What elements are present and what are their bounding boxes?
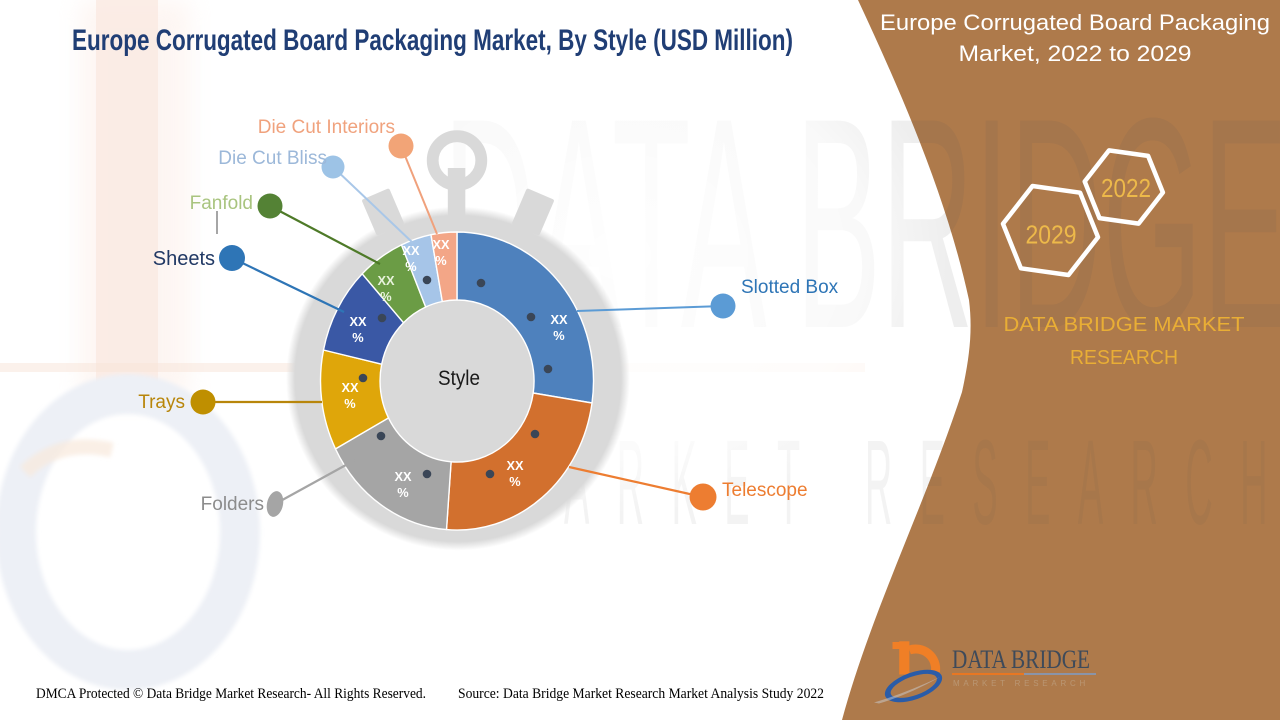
svg-text:Slotted Box: Slotted Box bbox=[741, 277, 839, 298]
svg-text:XX%: XX% bbox=[349, 314, 367, 345]
svg-text:Folders: Folders bbox=[201, 494, 264, 515]
svg-text:RESEARCH: RESEARCH bbox=[1070, 346, 1178, 369]
svg-text:Europe Corrugated Board Packag: Europe Corrugated Board Packaging Market… bbox=[72, 24, 793, 57]
svg-text:XX%: XX% bbox=[394, 469, 412, 500]
svg-text:XX%: XX% bbox=[341, 380, 359, 411]
svg-text:Europe Corrugated Board Packag: Europe Corrugated Board Packaging bbox=[880, 10, 1270, 35]
svg-text:Style: Style bbox=[438, 367, 480, 390]
svg-text:DMCA Protected © Data Bridge M: DMCA Protected © Data Bridge Market Rese… bbox=[36, 686, 426, 702]
svg-text:Trays: Trays bbox=[138, 392, 185, 413]
svg-text:2022: 2022 bbox=[1101, 173, 1151, 203]
svg-text:DATA BRIDGE MARKET: DATA BRIDGE MARKET bbox=[1004, 313, 1245, 336]
svg-text:Die Cut Bliss: Die Cut Bliss bbox=[218, 148, 327, 169]
svg-text:XX%: XX% bbox=[402, 243, 420, 274]
svg-text:XX%: XX% bbox=[377, 273, 395, 304]
svg-text:Telescope: Telescope bbox=[722, 480, 808, 501]
svg-text:Fanfold: Fanfold bbox=[190, 193, 253, 214]
svg-text:Sheets: Sheets bbox=[153, 248, 215, 270]
svg-text:DATA BRIDGE: DATA BRIDGE bbox=[952, 645, 1090, 674]
svg-text:MARKET RESEARCH: MARKET RESEARCH bbox=[953, 679, 1089, 688]
svg-text:XX%: XX% bbox=[432, 237, 450, 268]
svg-text:XX%: XX% bbox=[550, 312, 568, 343]
svg-text:2029: 2029 bbox=[1026, 220, 1077, 250]
svg-text:Source: Data Bridge Market Res: Source: Data Bridge Market Research Mark… bbox=[458, 686, 824, 702]
svg-text:Market, 2022 to 2029: Market, 2022 to 2029 bbox=[959, 41, 1192, 66]
svg-text:Die Cut Interiors: Die Cut Interiors bbox=[258, 117, 395, 138]
svg-text:XX%: XX% bbox=[506, 458, 524, 489]
